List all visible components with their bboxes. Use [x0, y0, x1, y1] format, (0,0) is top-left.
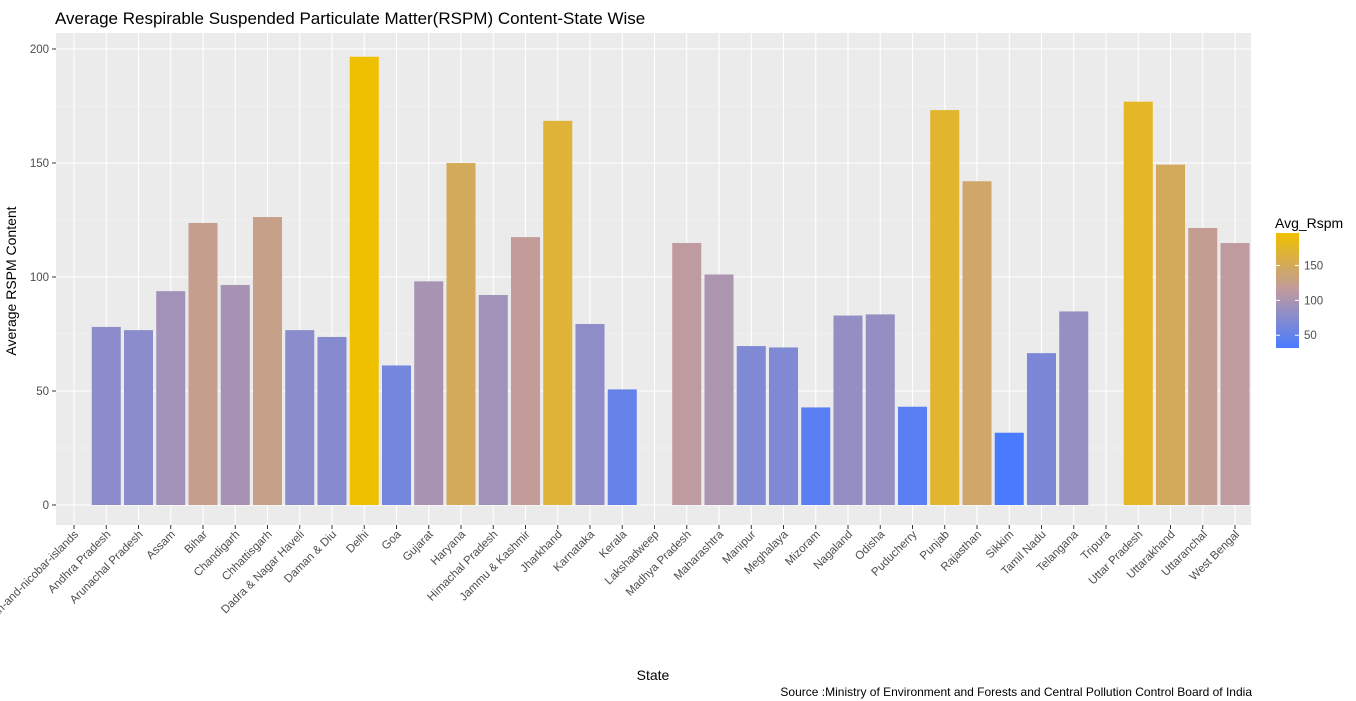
bar — [1123, 101, 1153, 505]
bar — [414, 281, 444, 505]
bar — [607, 389, 637, 505]
bar — [736, 346, 766, 505]
y-tick-label: 50 — [36, 386, 49, 398]
bar — [156, 291, 186, 505]
legend-label: 100 — [1304, 295, 1323, 307]
legend-label: 50 — [1304, 330, 1317, 342]
bar — [381, 365, 412, 505]
x-axis-title: State — [637, 667, 670, 683]
bar — [575, 323, 605, 505]
bar — [1059, 311, 1089, 505]
y-tick-label: 200 — [30, 44, 49, 56]
bar — [543, 120, 573, 505]
bar — [317, 336, 347, 505]
legend-title: Avg_Rspm — [1275, 215, 1343, 231]
bar — [865, 314, 895, 505]
y-tick-label: 0 — [43, 500, 49, 512]
y-axis-title: Average RSPM Content — [3, 206, 19, 355]
bar — [91, 326, 121, 505]
y-tick-label: 100 — [30, 272, 49, 284]
bar — [446, 163, 476, 505]
bar — [704, 274, 734, 505]
bar — [1220, 243, 1250, 505]
bar — [220, 284, 250, 505]
x-tick-label: Assam — [145, 529, 178, 562]
bars — [91, 56, 1250, 506]
bar — [672, 243, 702, 505]
bar — [768, 347, 799, 505]
bar — [1188, 227, 1218, 506]
chart-title: Average Respirable Suspended Particulate… — [55, 9, 645, 28]
source-caption: Source :Ministry of Environment and Fore… — [780, 685, 1252, 699]
bar — [285, 330, 315, 505]
x-tick-label: Bihar — [183, 529, 211, 557]
legend-colorbar — [1276, 233, 1299, 348]
x-tick-label: Goa — [380, 528, 404, 552]
x-tick-label: andaman-and-nicobar-islands — [0, 528, 81, 644]
bar — [252, 217, 283, 505]
bar — [801, 407, 831, 505]
y-tick-label: 150 — [30, 158, 49, 170]
bar — [1026, 353, 1057, 505]
bar — [962, 181, 992, 506]
bar — [349, 56, 379, 505]
color-legend: Avg_Rspm 50 100 150 — [1275, 215, 1343, 348]
x-tick-label: Delhi — [344, 529, 371, 556]
bar — [897, 406, 928, 505]
bar — [478, 295, 508, 505]
bar — [994, 432, 1024, 505]
bar — [510, 237, 541, 505]
bar — [833, 315, 863, 505]
legend-label: 150 — [1304, 260, 1323, 272]
bar — [188, 222, 218, 506]
y-axis: 0 50 100 150 200 — [30, 44, 56, 512]
bar — [123, 330, 154, 505]
bar — [1155, 164, 1186, 505]
bar — [930, 110, 960, 505]
